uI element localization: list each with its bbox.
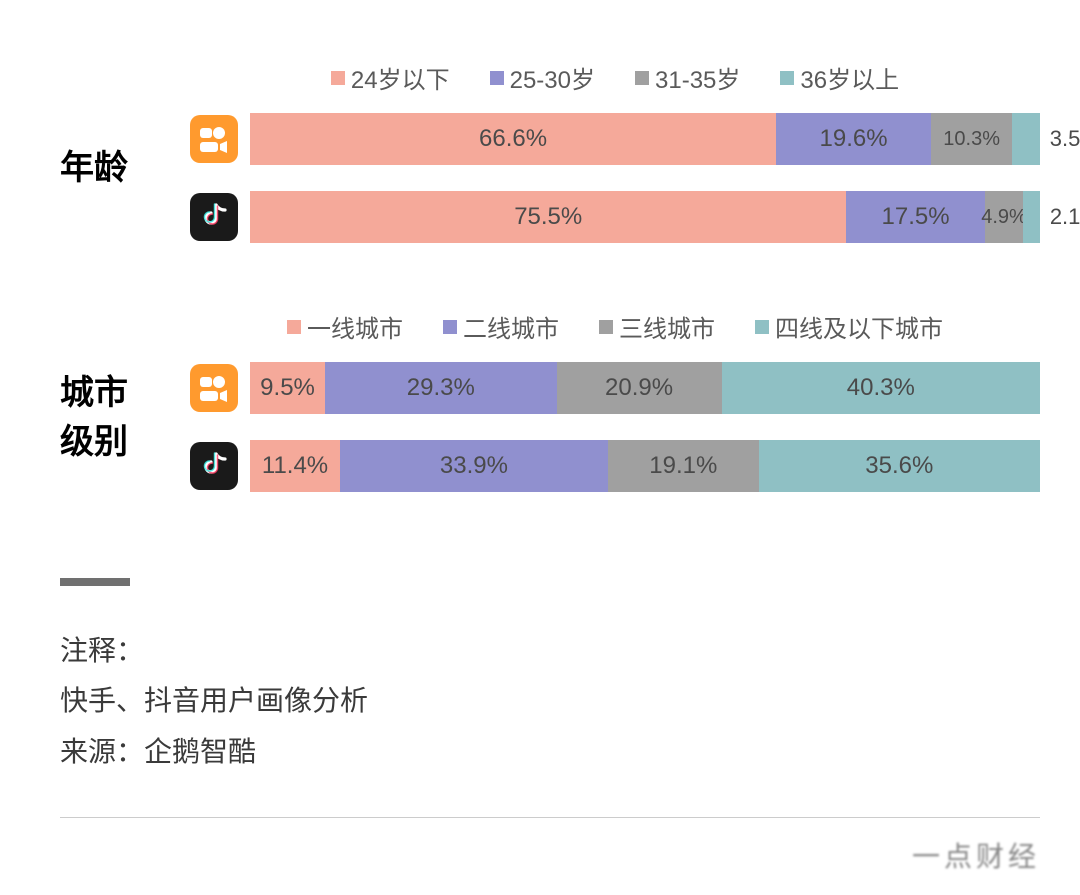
footer-note-text: 快手、抖音用户画像分析: [60, 676, 1040, 726]
legend: 24岁以下 25-30岁 31-35岁 36岁以上: [190, 60, 1040, 95]
legend: 一线城市 二线城市 三线城市 四线及以下城市: [190, 309, 1040, 344]
section-content: 24岁以下 25-30岁 31-35岁 36岁以上 66.6%19.6%10.3%3.5…: [190, 60, 1040, 269]
legend-swatch: [443, 320, 457, 334]
bar-segment: 29.3%: [325, 362, 556, 414]
section-content: 一线城市 二线城市 三线城市 四线及以下城市 9.5%29.3%20.9%40.3% 11…: [190, 309, 1040, 518]
footer-source-text: 企鹅智酷: [144, 736, 256, 767]
footer-source: 来源：企鹅智酷: [60, 727, 1040, 777]
bar-segment: 17.5%: [846, 191, 984, 243]
legend-swatch: [331, 71, 345, 85]
bar-segment: 2.1%: [1023, 191, 1040, 243]
stacked-bar: 11.4%33.9%19.1%35.6%: [250, 440, 1040, 492]
legend-swatch: [780, 71, 794, 85]
segment-label: 3.5%: [1050, 126, 1080, 152]
footer: 注释： 快手、抖音用户画像分析 来源：企鹅智酷: [40, 578, 1040, 818]
legend-swatch: [490, 71, 504, 85]
section-label: 城市级别: [40, 365, 190, 463]
footer-source-label: 来源：: [60, 736, 144, 767]
watermark: 一点财经: [912, 835, 1040, 875]
bar-segment: 33.9%: [340, 440, 608, 492]
legend-item: 三线城市: [599, 309, 715, 344]
bar-segment: 40.3%: [722, 362, 1040, 414]
stacked-bar: 75.5%17.5%4.9%2.1%: [250, 191, 1040, 243]
bar-segment: 11.4%: [250, 440, 340, 492]
chart-section: 城市级别 一线城市 二线城市 三线城市 四线及以下城市 9.5%29.3%20.9%40.…: [40, 309, 1040, 518]
bar-segment: 4.9%: [985, 191, 1024, 243]
legend-item: 25-30岁: [490, 60, 595, 95]
bar-segment: 35.6%: [759, 440, 1040, 492]
footer-note-label: 注释：: [60, 626, 1040, 676]
segment-label: 2.1%: [1050, 204, 1080, 230]
bar-row: 66.6%19.6%10.3%3.5%: [190, 113, 1040, 165]
footer-divider-bar: [60, 578, 130, 586]
bar-segment: 3.5%: [1012, 113, 1040, 165]
bar-segment: 19.1%: [608, 440, 759, 492]
douyin-icon: [190, 442, 238, 490]
bar-row: 11.4%33.9%19.1%35.6%: [190, 440, 1040, 492]
footer-line: [60, 817, 1040, 818]
legend-swatch: [755, 320, 769, 334]
bar-segment: 66.6%: [250, 113, 776, 165]
douyin-icon: [190, 193, 238, 241]
kuaishou-icon: [190, 364, 238, 412]
bar-segment: 9.5%: [250, 362, 325, 414]
legend-label: 三线城市: [619, 309, 715, 344]
legend-swatch: [635, 71, 649, 85]
legend-label: 36岁以上: [800, 60, 899, 95]
bar-row: 75.5%17.5%4.9%2.1%: [190, 191, 1040, 243]
bar-segment: 75.5%: [250, 191, 846, 243]
stacked-bar: 66.6%19.6%10.3%3.5%: [250, 113, 1040, 165]
bar-row: 9.5%29.3%20.9%40.3%: [190, 362, 1040, 414]
bar-segment: 10.3%: [931, 113, 1012, 165]
legend-swatch: [287, 320, 301, 334]
legend-item: 四线及以下城市: [755, 309, 943, 344]
legend-item: 31-35岁: [635, 60, 740, 95]
legend-item: 二线城市: [443, 309, 559, 344]
legend-label: 二线城市: [463, 309, 559, 344]
legend-swatch: [599, 320, 613, 334]
legend-item: 36岁以上: [780, 60, 899, 95]
chart-section: 年龄 24岁以下 25-30岁 31-35岁 36岁以上 66.6%19.6%10.3%3…: [40, 60, 1040, 269]
legend-label: 四线及以下城市: [775, 309, 943, 344]
legend-label: 24岁以下: [351, 60, 450, 95]
bar-segment: 19.6%: [776, 113, 931, 165]
section-label: 年龄: [40, 140, 190, 189]
kuaishou-icon: [190, 115, 238, 163]
legend-label: 一线城市: [307, 309, 403, 344]
legend-item: 一线城市: [287, 309, 403, 344]
legend-label: 25-30岁: [510, 60, 595, 95]
legend-label: 31-35岁: [655, 60, 740, 95]
legend-item: 24岁以下: [331, 60, 450, 95]
chart-root: 年龄24岁以下25-30岁31-35岁36岁以上66.6%19.6%10.3%3…: [40, 60, 1040, 518]
stacked-bar: 9.5%29.3%20.9%40.3%: [250, 362, 1040, 414]
bar-segment: 20.9%: [557, 362, 722, 414]
